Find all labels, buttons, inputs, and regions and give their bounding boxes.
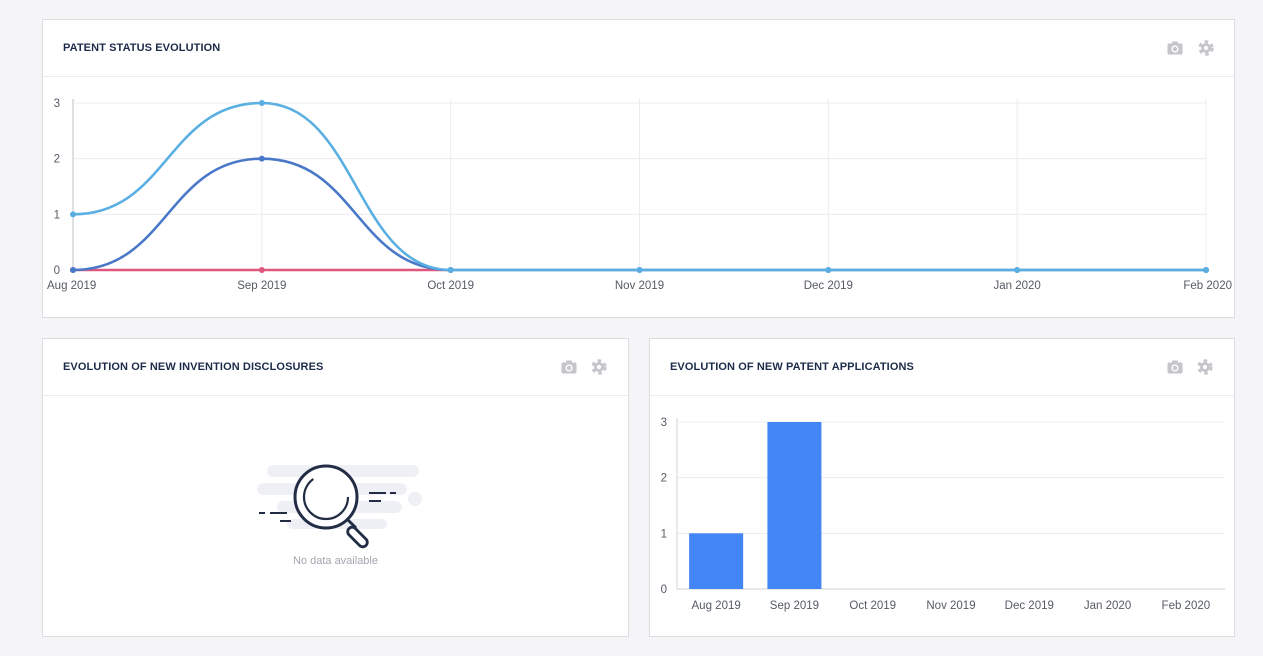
x-tick-label: Nov 2019 bbox=[926, 600, 975, 612]
y-tick-label: 3 bbox=[54, 98, 60, 110]
x-tick-label: Sep 2019 bbox=[770, 600, 819, 612]
data-point bbox=[637, 267, 643, 273]
camera-icon[interactable] bbox=[560, 358, 578, 376]
data-point bbox=[259, 267, 265, 273]
y-tick-label: 0 bbox=[661, 584, 667, 596]
y-tick-label: 0 bbox=[54, 265, 60, 277]
line-chart: 0 1 2 3 Aug 2019 Sep 2019 Oct 2019 Nov 2019 Dec … bbox=[43, 78, 1234, 318]
y-tick-label: 1 bbox=[54, 209, 60, 221]
y-tick-label: 2 bbox=[54, 154, 60, 166]
bar bbox=[767, 422, 821, 589]
patent-status-card: PATENT STATUS EVOLUTION 0 1 2 3 Aug 2019 Sep … bbox=[42, 19, 1235, 318]
x-tick-label: Jan 2020 bbox=[994, 280, 1041, 292]
x-tick-label: Aug 2019 bbox=[692, 600, 741, 612]
card-title: PATENT STATUS EVOLUTION bbox=[63, 42, 220, 54]
bar bbox=[689, 533, 743, 589]
data-point bbox=[1203, 267, 1209, 273]
bar-chart: 0 1 2 3 Aug 2019 Sep 2019 Oct 2019 Nov 2019 Dec … bbox=[650, 397, 1234, 637]
y-tick-label: 2 bbox=[661, 473, 667, 485]
card-title: EVOLUTION OF NEW INVENTION DISCLOSURES bbox=[63, 361, 323, 373]
camera-icon[interactable] bbox=[1166, 39, 1184, 57]
x-tick-label: Feb 2020 bbox=[1183, 280, 1232, 292]
x-tick-label: Feb 2020 bbox=[1162, 600, 1211, 612]
gear-icon[interactable] bbox=[1196, 358, 1214, 376]
data-point bbox=[259, 156, 265, 162]
x-tick-label: Oct 2019 bbox=[849, 600, 896, 612]
no-data-text: No data available bbox=[43, 555, 628, 567]
x-tick-label: Sep 2019 bbox=[237, 280, 286, 292]
x-tick-label: Aug 2019 bbox=[47, 280, 96, 292]
data-point bbox=[259, 100, 265, 106]
card-header: EVOLUTION OF NEW INVENTION DISCLOSURES bbox=[43, 339, 628, 396]
x-tick-label: Nov 2019 bbox=[615, 280, 664, 292]
x-tick-label: Dec 2019 bbox=[804, 280, 853, 292]
card-header: PATENT STATUS EVOLUTION bbox=[43, 20, 1234, 77]
gear-icon[interactable] bbox=[590, 358, 608, 376]
invention-disclosures-card: EVOLUTION OF NEW INVENTION DISCLOSURES N… bbox=[42, 338, 629, 637]
data-point bbox=[825, 267, 831, 273]
data-point bbox=[70, 211, 76, 217]
data-point bbox=[70, 267, 76, 273]
data-point bbox=[448, 267, 454, 273]
y-tick-label: 1 bbox=[661, 528, 667, 540]
camera-icon[interactable] bbox=[1166, 358, 1184, 376]
card-title: EVOLUTION OF NEW PATENT APPLICATIONS bbox=[670, 361, 914, 373]
x-tick-label: Oct 2019 bbox=[427, 280, 474, 292]
patent-applications-card: EVOLUTION OF NEW PATENT APPLICATIONS 0 1 2… bbox=[649, 338, 1235, 637]
y-tick-label: 3 bbox=[661, 417, 667, 429]
x-tick-label: Dec 2019 bbox=[1005, 600, 1054, 612]
data-point bbox=[1014, 267, 1020, 273]
x-tick-label: Jan 2020 bbox=[1084, 600, 1131, 612]
magnifier-icon bbox=[247, 457, 427, 557]
gear-icon[interactable] bbox=[1197, 39, 1215, 57]
card-header: EVOLUTION OF NEW PATENT APPLICATIONS bbox=[650, 339, 1234, 396]
